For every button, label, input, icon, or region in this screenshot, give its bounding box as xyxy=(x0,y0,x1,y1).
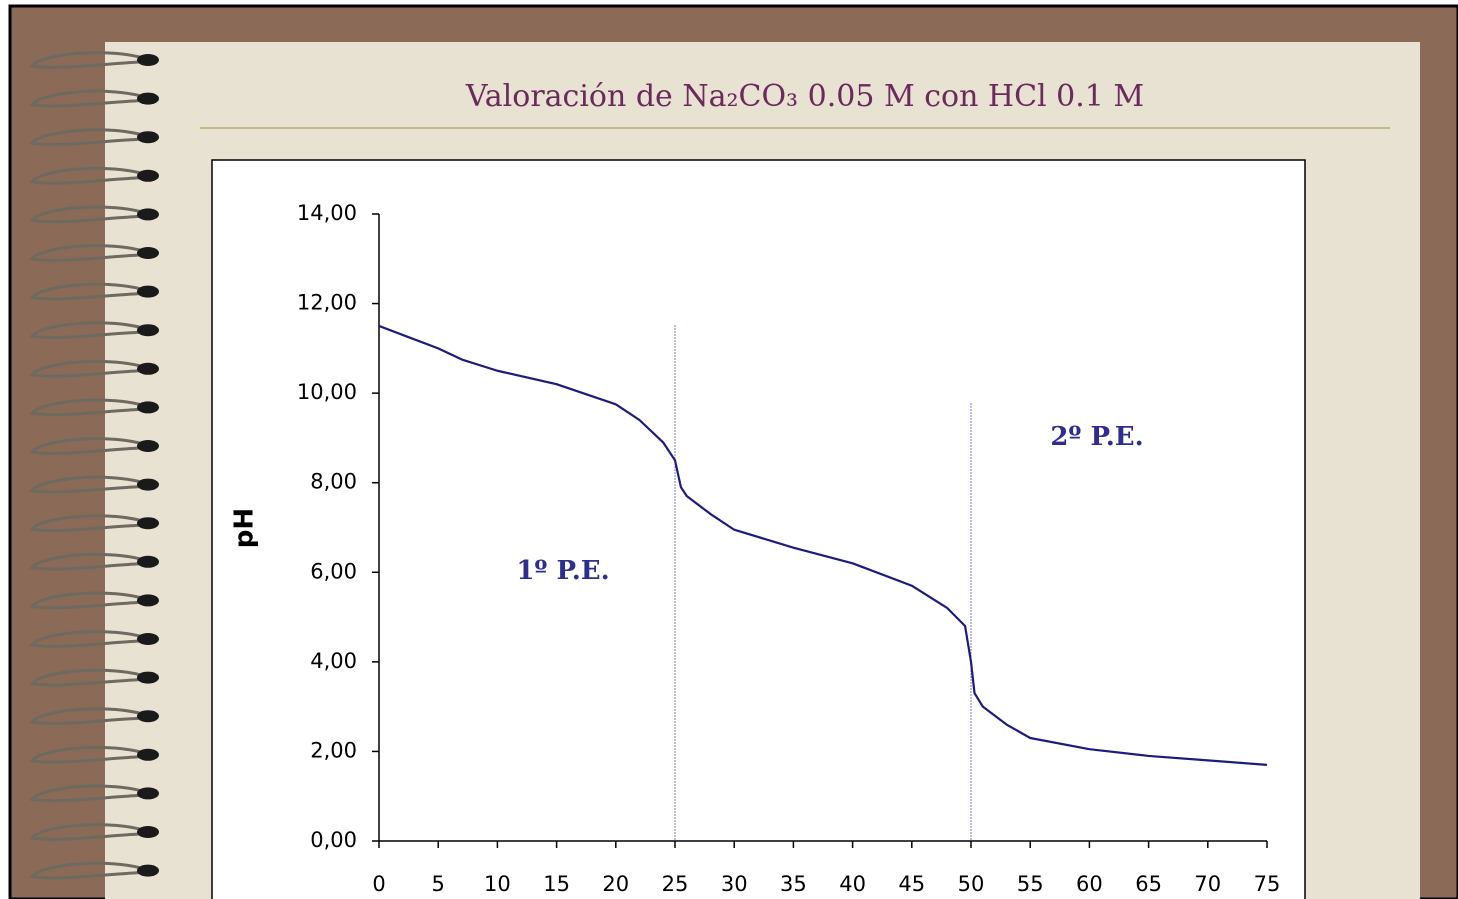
x-tick-label: 65 xyxy=(1135,872,1162,896)
y-tick-label: 2,00 xyxy=(310,738,357,762)
ring-hole xyxy=(137,440,159,452)
marker-label: 2º P.E. xyxy=(1050,422,1143,452)
ring-hole xyxy=(137,748,159,761)
y-tick-label: 10,00 xyxy=(297,380,357,404)
ring xyxy=(29,861,151,880)
ring-hole xyxy=(137,555,159,568)
y-tick-label: 12,00 xyxy=(297,291,357,315)
ring xyxy=(29,552,151,571)
ring-hole xyxy=(137,787,159,800)
ring-hole xyxy=(137,594,159,607)
ring xyxy=(29,668,151,687)
x-tick-label: 30 xyxy=(721,872,748,896)
x-tick-label: 70 xyxy=(1194,872,1221,896)
y-tick-label: 4,00 xyxy=(310,649,357,673)
y-tick-label: 14,00 xyxy=(297,201,357,225)
marker-label: 1º P.E. xyxy=(516,556,609,586)
ring-hole xyxy=(137,169,159,182)
y-tick-label: 6,00 xyxy=(310,559,357,583)
x-tick-label: 55 xyxy=(1017,872,1044,896)
ring xyxy=(29,321,151,340)
ring xyxy=(29,707,151,726)
chart-area xyxy=(211,159,1306,899)
y-tick-label: 8,00 xyxy=(310,470,357,494)
ring xyxy=(29,89,151,108)
ring-hole xyxy=(137,285,159,298)
ring xyxy=(29,475,151,494)
ring-hole xyxy=(137,826,159,838)
ring-hole xyxy=(137,247,159,259)
plot: 0,00 2,00 4,00 6,00 8,00 10,00 12,00 14,00 0 5 10 1… xyxy=(297,201,1280,896)
ring-hole xyxy=(137,54,159,66)
ring-hole xyxy=(137,671,159,684)
x-tick-label: 25 xyxy=(662,872,689,896)
spiral xyxy=(29,51,159,880)
x-tick-label: 35 xyxy=(780,872,807,896)
ring-hole xyxy=(137,401,159,414)
ph-curve xyxy=(378,324,1268,766)
ring-hole xyxy=(137,517,159,530)
ring-hole xyxy=(137,208,159,221)
ring xyxy=(29,745,151,764)
ring-hole xyxy=(137,864,159,877)
ring xyxy=(29,51,151,69)
ring xyxy=(29,591,151,610)
ring-hole xyxy=(137,362,159,375)
x-tick-label: 15 xyxy=(543,872,570,896)
ring-hole xyxy=(137,92,159,105)
ring xyxy=(29,166,151,185)
ring-hole xyxy=(137,131,159,144)
y-axis-title: pH xyxy=(230,508,260,548)
ring xyxy=(29,437,151,455)
x-tick-label: 50 xyxy=(958,872,985,896)
x-tick-label: 60 xyxy=(1076,872,1103,896)
ring-hole xyxy=(137,478,159,491)
x-tick-label: 75 xyxy=(1254,872,1281,896)
ring xyxy=(29,514,151,533)
ring-hole xyxy=(137,710,159,723)
x-tick-label: 5 xyxy=(432,872,445,896)
ring xyxy=(29,244,151,262)
x-tick-label: 0 xyxy=(372,872,385,896)
ring xyxy=(29,282,151,301)
ring xyxy=(29,630,151,648)
y-tick-label: 0,00 xyxy=(310,828,357,852)
ring xyxy=(29,359,151,378)
x-tick-label: 10 xyxy=(484,872,511,896)
ring xyxy=(29,205,151,224)
x-tick-label: 45 xyxy=(898,872,925,896)
ring xyxy=(29,823,151,841)
ring xyxy=(29,784,151,803)
x-tick-label: 40 xyxy=(839,872,866,896)
ring xyxy=(29,398,151,417)
x-tick-label: 20 xyxy=(602,872,629,896)
ring xyxy=(29,128,151,147)
ring-hole xyxy=(137,633,159,645)
chart-title: Valoración de Na₂CO₃ 0.05 M con HCl 0.1 … xyxy=(465,79,1144,114)
ring-hole xyxy=(137,324,159,337)
